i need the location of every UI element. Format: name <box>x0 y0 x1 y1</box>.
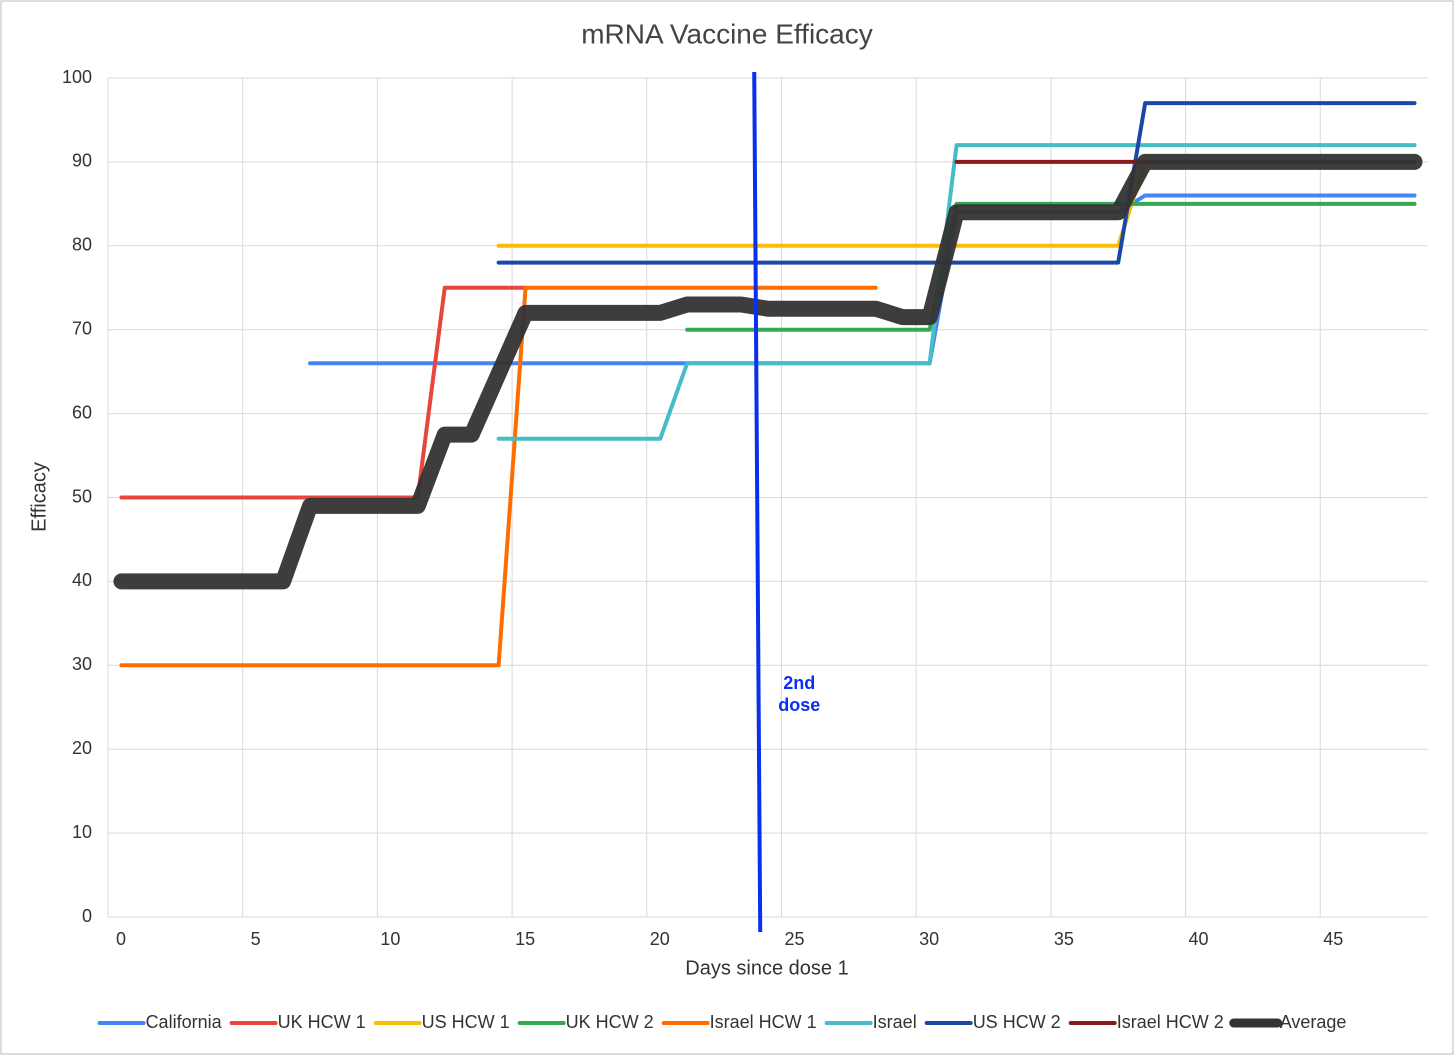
x-axis-title: Days since dose 1 <box>685 957 848 979</box>
x-tick-label: 5 <box>251 929 261 949</box>
y-tick-label: 30 <box>72 654 92 674</box>
y-tick-label: 80 <box>72 235 92 255</box>
legend-label: Israel <box>873 1012 917 1032</box>
legend-label: California <box>146 1012 223 1032</box>
y-tick-label: 0 <box>82 906 92 926</box>
y-tick-label: 60 <box>72 402 92 422</box>
annotation-line <box>752 71 763 933</box>
y-tick-label: 40 <box>72 570 92 590</box>
legend-label: UK HCW 1 <box>278 1012 366 1032</box>
x-tick-label: 0 <box>116 929 126 949</box>
legend-label: Israel HCW 2 <box>1117 1012 1224 1032</box>
x-tick-label: 35 <box>1054 929 1074 949</box>
x-tick-label: 20 <box>650 929 670 949</box>
plot-area: 2nd dose <box>113 71 1423 933</box>
x-tick-label: 15 <box>515 929 535 949</box>
x-tick-label: 45 <box>1323 929 1343 949</box>
y-tick-label: 10 <box>72 822 92 842</box>
x-tick-label: 40 <box>1189 929 1209 949</box>
line-series <box>119 285 878 668</box>
annotation-text: 2nd dose <box>778 673 820 715</box>
y-tick-label: 20 <box>72 738 92 758</box>
x-tick-label: 25 <box>784 929 804 949</box>
legend: California UK HCW 1 US HCW 1 UK HCW 2 Israel… <box>97 1012 1347 1032</box>
legend-label: Average <box>1280 1012 1347 1032</box>
y-axis-title: Efficacy <box>28 462 50 532</box>
y-tick-label: 50 <box>72 486 92 506</box>
line-series <box>113 153 1423 590</box>
legend-label: US HCW 2 <box>973 1012 1061 1032</box>
line-series <box>496 143 1417 441</box>
legend-label: US HCW 1 <box>422 1012 510 1032</box>
y-tick-label: 70 <box>72 318 92 338</box>
line-series <box>119 285 528 500</box>
y-tick-label: 90 <box>72 151 92 171</box>
legend-label: Israel HCW 1 <box>710 1012 817 1032</box>
y-tick-label: 100 <box>62 67 92 87</box>
chart-title: mRNA Vaccine Efficacy <box>581 18 873 49</box>
legend-label: UK HCW 2 <box>566 1012 654 1032</box>
x-tick-label: 30 <box>919 929 939 949</box>
x-tick-label: 10 <box>380 929 400 949</box>
